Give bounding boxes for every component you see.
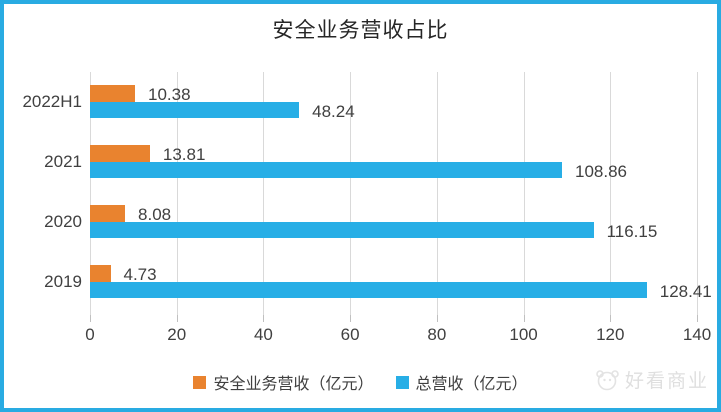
x-tick-label-140: 140	[682, 325, 712, 344]
category-label-2021: 2021	[44, 152, 82, 171]
legend: 安全业务营收（亿元） 总营收（亿元）	[4, 370, 717, 394]
bar-security-revenue-2020	[90, 205, 126, 222]
x-tick-label-40: 40	[253, 325, 273, 344]
bar-total-revenue-2019	[90, 282, 647, 298]
x-tick-label-120: 120	[596, 325, 625, 344]
value-label-total-2021: 108.86	[574, 162, 627, 181]
legend-item-security-revenue: 安全业务营收（亿元）	[193, 370, 374, 394]
x-tick-label-20: 20	[167, 325, 187, 344]
value-label-total-2022H1: 48.24	[312, 102, 355, 121]
chart-title: 安全业务营收占比	[272, 19, 449, 42]
value-label-security-2019: 4.73	[123, 265, 157, 284]
value-label-total-2019: 128.41	[659, 282, 712, 301]
haokan-logo-icon	[596, 369, 619, 390]
category-label-2022H1: 2022H1	[22, 92, 82, 111]
bar-total-revenue-2020	[90, 222, 594, 238]
x-tick-label-80: 80	[427, 325, 447, 344]
bar-total-revenue-2021	[90, 162, 562, 178]
gridline-20	[176, 72, 178, 315]
bar-security-revenue-2019	[90, 265, 111, 282]
x-tick-label-60: 60	[340, 325, 360, 344]
x-tick-20	[176, 315, 178, 322]
category-label-2019: 2019	[44, 272, 82, 291]
legend-swatch-total-revenue	[395, 375, 409, 389]
legend-item-total-revenue: 总营收（亿元）	[395, 370, 528, 394]
gridline-120	[610, 72, 612, 315]
x-tick-60	[350, 315, 352, 322]
gridline-60	[350, 72, 352, 315]
category-label-2020: 2020	[44, 212, 82, 231]
legend-swatch-security-revenue	[193, 375, 207, 389]
bar-total-revenue-2022H1	[90, 102, 300, 118]
gridline-40	[263, 72, 265, 315]
bar-security-revenue-2022H1	[90, 85, 135, 102]
plot-area: 0 20 40 60 80 100 120 140 2022H1 10.38 48.24 2021 13…	[4, 4, 717, 408]
x-tick-label-0: 0	[85, 325, 95, 344]
x-tick-140	[697, 315, 698, 322]
legend-label-security-revenue: 安全业务营收（亿元）	[213, 376, 374, 393]
x-tick-120	[610, 315, 612, 322]
x-tick-label-100: 100	[509, 325, 538, 344]
gridline-140	[697, 72, 698, 315]
value-label-total-2020: 116.15	[606, 222, 658, 241]
x-tick-0	[90, 315, 91, 322]
value-label-security-2020: 8.08	[138, 205, 172, 224]
x-tick-80	[436, 315, 438, 322]
gridline-100	[523, 72, 525, 315]
gridline-0	[90, 72, 91, 315]
bar-security-revenue-2021	[90, 145, 150, 162]
legend-label-total-revenue: 总营收（亿元）	[415, 376, 528, 393]
value-label-security-2022H1: 10.38	[148, 85, 191, 104]
x-tick-40	[263, 315, 265, 322]
gridline-80	[436, 72, 438, 315]
watermark: 好看商业	[594, 366, 709, 393]
value-label-security-2021: 13.81	[162, 145, 206, 164]
watermark-text: 好看商业	[624, 371, 709, 392]
x-tick-100	[523, 315, 525, 322]
